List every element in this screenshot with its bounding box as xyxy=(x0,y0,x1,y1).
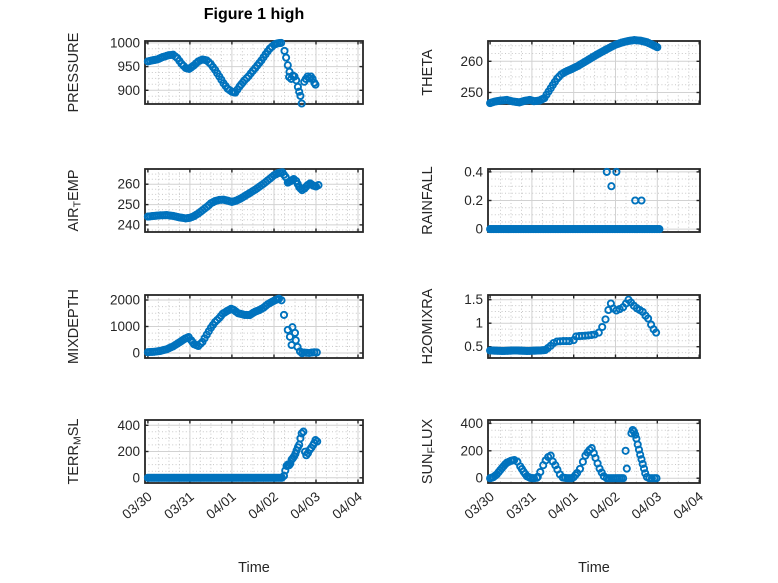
y-tick-label: 1.5 xyxy=(464,292,483,307)
y-tick-label: 0.2 xyxy=(464,193,483,208)
y-tick-label: 250 xyxy=(117,197,140,212)
y-tick-label: 0 xyxy=(132,346,140,361)
y-tick-label: 400 xyxy=(460,416,483,431)
axes-frame xyxy=(144,168,364,233)
y-tick-label: 260 xyxy=(117,177,140,192)
y-axis-label: MIXDEPTH xyxy=(66,289,82,364)
y-tick-label: 1000 xyxy=(110,35,140,50)
data-markers xyxy=(143,168,323,223)
y-axis-label: H2OMIXRA xyxy=(420,288,436,364)
y-axis-label: SUNFLUX xyxy=(420,419,438,485)
subplot-theta: 250 260 THETA xyxy=(420,36,701,108)
x-tick-label: 03/30 xyxy=(461,489,497,522)
y-tick-label: 0 xyxy=(475,471,483,486)
subplot-sun-flux: 0 200 400 SUNFLUX 03/30 03/31 04/01 04/02 04/03 0… xyxy=(420,416,706,576)
y-tick-label: 1 xyxy=(475,316,483,331)
data-markers xyxy=(143,38,320,108)
x-tick-label: 03/31 xyxy=(503,489,539,522)
data-markers xyxy=(486,36,662,108)
subplot-air-temp: 240 250 260 AIRTEMP xyxy=(66,168,364,233)
x-tick-label: 04/04 xyxy=(671,489,707,523)
x-axis-label: Time xyxy=(238,560,270,576)
x-tick-label: 04/01 xyxy=(203,489,239,522)
y-axis-label: PRESSURE xyxy=(66,32,82,112)
x-tick-label: 04/02 xyxy=(587,489,623,522)
subplot-terr-msl: 0 200 400 TERRMSL 03/30 03/31 04/01 04/02 04/03 0… xyxy=(66,418,365,576)
tick-marks xyxy=(145,41,363,104)
y-tick-label: 250 xyxy=(460,85,483,100)
major-grid xyxy=(488,169,700,232)
subplot-mixdepth: 0 1000 2000 MIXDEPTH xyxy=(66,289,364,364)
y-axis-label: RAINFALL xyxy=(420,166,436,235)
data-markers xyxy=(486,425,661,483)
axes-frame xyxy=(487,294,701,359)
y-tick-label: 0 xyxy=(132,470,140,485)
axes-frame xyxy=(487,40,701,105)
axes-frame xyxy=(487,419,701,484)
major-grid xyxy=(488,41,700,104)
x-tick-label: 04/04 xyxy=(329,489,365,523)
x-tick-label: 04/02 xyxy=(245,489,281,522)
axes-frame xyxy=(144,40,364,105)
x-tick-label: 04/01 xyxy=(545,489,581,522)
y-tick-label: 950 xyxy=(117,59,140,74)
y-tick-label: 0.4 xyxy=(464,164,483,179)
y-tick-label: 260 xyxy=(460,54,483,69)
x-tick-label: 04/03 xyxy=(629,489,665,522)
y-tick-label: 1000 xyxy=(110,319,140,334)
y-axis-label: TERRMSL xyxy=(66,419,84,485)
x-axis-label: Time xyxy=(578,560,610,576)
y-tick-label: 0.5 xyxy=(464,339,483,354)
y-axis-label: AIRTEMP xyxy=(66,169,84,231)
y-tick-label: 400 xyxy=(117,418,140,433)
y-tick-label: 0 xyxy=(475,222,483,237)
minor-grid xyxy=(488,41,700,104)
data-markers xyxy=(143,294,321,358)
x-tick-label: 04/03 xyxy=(287,489,323,522)
y-tick-label: 200 xyxy=(460,443,483,458)
tick-marks xyxy=(145,169,363,232)
subplot-pressure: 900 950 1000 PRESSURE xyxy=(66,32,364,112)
subplot-rainfall: 0 0.2 0.4 RAINFALL xyxy=(420,164,701,237)
major-grid xyxy=(145,420,363,483)
x-tick-label: 03/30 xyxy=(119,489,155,522)
minor-grid xyxy=(488,420,700,483)
y-tick-label: 240 xyxy=(117,217,140,232)
y-axis-label: THETA xyxy=(420,49,436,96)
data-markers xyxy=(486,295,661,355)
y-tick-label: 2000 xyxy=(110,293,140,308)
subplot-h2omixra: 0.5 1 1.5 H2OMIXRA xyxy=(420,288,701,364)
tick-marks xyxy=(488,295,700,358)
data-markers xyxy=(143,427,322,482)
y-tick-label: 900 xyxy=(117,83,140,98)
major-grid xyxy=(145,169,363,232)
major-grid xyxy=(145,295,363,358)
figure-title: Figure 1 high xyxy=(203,6,305,23)
x-tick-label: 03/31 xyxy=(161,489,197,522)
data-markers xyxy=(486,167,664,234)
minor-grid xyxy=(145,168,363,232)
y-tick-label: 200 xyxy=(117,444,140,459)
